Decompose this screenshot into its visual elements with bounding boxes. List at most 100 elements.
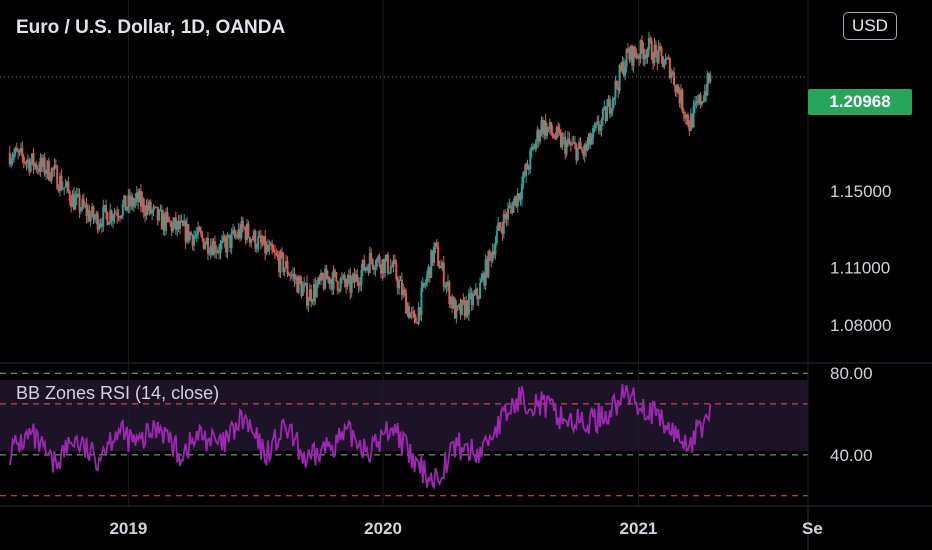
candle-body <box>280 251 283 254</box>
candle-body <box>586 143 589 151</box>
candle-body <box>174 217 177 230</box>
candle-body <box>125 207 128 211</box>
candle-body <box>628 52 631 60</box>
candle-body <box>227 234 230 237</box>
candle-body <box>559 132 562 148</box>
candle-body <box>273 251 276 253</box>
candle-body <box>252 231 255 240</box>
candle-body <box>278 257 281 273</box>
candle-body <box>199 231 202 234</box>
candle-body <box>677 85 680 94</box>
candle-body <box>476 288 479 300</box>
candle-body <box>368 252 371 273</box>
candle-body <box>664 58 667 65</box>
candle-body <box>181 220 184 226</box>
candle-body <box>209 245 212 254</box>
candle-body <box>132 202 135 207</box>
candle-body <box>455 305 458 319</box>
candle-body <box>593 127 596 129</box>
candle-body <box>350 279 353 293</box>
candle-body <box>321 272 324 280</box>
candle-body <box>438 265 441 269</box>
candle-body <box>590 138 593 145</box>
candle-body <box>557 126 560 131</box>
candle-body <box>649 38 652 41</box>
currency-button[interactable]: USD <box>843 12 897 40</box>
time-tick-label: 2019 <box>109 519 147 538</box>
candle-body <box>597 121 600 131</box>
candle-body <box>120 215 123 218</box>
candle-body <box>296 277 299 293</box>
candle-body <box>52 168 55 170</box>
candle-body <box>372 266 375 270</box>
candle-body <box>102 206 105 227</box>
candle-body <box>530 147 533 151</box>
candle-body <box>439 266 442 269</box>
candle-body <box>275 252 278 255</box>
candle-body <box>244 228 247 240</box>
candle-body <box>548 122 551 129</box>
candle-body <box>405 292 408 314</box>
candle-body <box>247 223 250 238</box>
candle-body <box>246 223 249 240</box>
candle-body <box>631 46 634 66</box>
candle-body <box>699 94 702 105</box>
candle-body <box>32 153 35 167</box>
candle-body <box>377 256 380 260</box>
candle-body <box>113 212 116 218</box>
candle-body <box>399 279 402 281</box>
candle-body <box>678 93 681 104</box>
candle-body <box>378 256 381 267</box>
candle-body <box>703 91 706 101</box>
candle-body <box>606 106 609 122</box>
candle-body <box>82 199 85 207</box>
candle-body <box>488 251 491 255</box>
candle-body <box>430 250 433 278</box>
candle-body <box>396 279 399 289</box>
candle-body <box>544 120 547 137</box>
candle-body <box>218 250 221 253</box>
candle-body <box>22 156 25 162</box>
candle-body <box>614 81 617 98</box>
candle-body <box>639 40 642 59</box>
last-price-label: 1.20968 <box>808 89 912 115</box>
candle-body <box>50 168 53 181</box>
candle-body <box>158 209 161 221</box>
candle-body <box>297 276 300 293</box>
candle-body <box>449 297 452 304</box>
candle-body <box>354 274 357 283</box>
candle-body <box>130 196 133 206</box>
candle-body <box>233 230 236 236</box>
candle-body <box>213 241 216 253</box>
candle-body <box>106 212 109 225</box>
candle-body <box>279 251 282 273</box>
candle-body <box>375 259 378 267</box>
candle-body <box>620 65 623 71</box>
candle-body <box>251 239 254 241</box>
candle-body <box>56 166 59 189</box>
candle-body <box>569 144 572 146</box>
candle-body <box>192 236 195 246</box>
candle-body <box>119 217 122 219</box>
candle-body <box>686 114 689 125</box>
candle-body <box>319 272 322 281</box>
candle-body <box>25 161 28 164</box>
candle-body <box>578 142 581 148</box>
candle-body <box>459 304 462 315</box>
candle-body <box>68 191 71 202</box>
candle-body <box>155 206 158 208</box>
candle-body <box>67 181 70 192</box>
candle-body <box>370 252 373 260</box>
candle-body <box>38 169 41 172</box>
candle-body <box>416 322 419 324</box>
candle-body <box>172 223 175 232</box>
candle-body <box>95 213 98 219</box>
candle-body <box>539 133 542 142</box>
candle-body <box>230 232 233 248</box>
candle-body <box>502 214 505 235</box>
candle-body <box>487 251 490 277</box>
candle-body <box>266 245 269 251</box>
candle-body <box>470 293 473 306</box>
candle-body <box>15 148 18 152</box>
candle-body <box>18 150 21 153</box>
